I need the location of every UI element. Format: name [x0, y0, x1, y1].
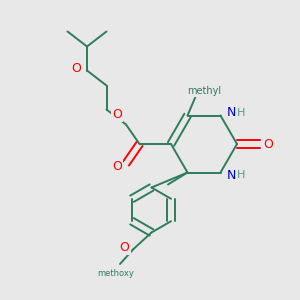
Text: H: H — [237, 170, 246, 181]
Text: N: N — [226, 106, 236, 119]
Text: H: H — [237, 107, 246, 118]
Text: O: O — [72, 62, 81, 76]
Text: methyl: methyl — [187, 86, 221, 97]
Text: O: O — [112, 160, 122, 173]
Text: N: N — [226, 169, 236, 182]
Text: O: O — [264, 137, 273, 151]
Text: methoxy: methoxy — [97, 268, 134, 278]
Text: O: O — [120, 241, 129, 254]
Text: O: O — [112, 107, 122, 121]
